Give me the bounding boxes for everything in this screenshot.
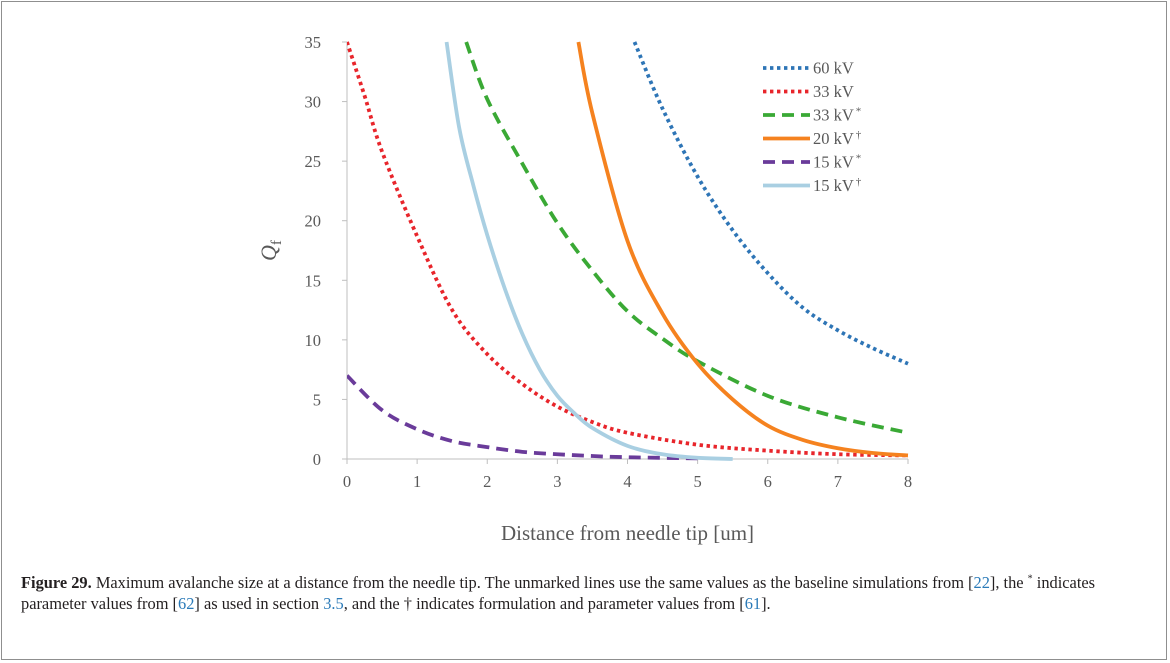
legend-label-mark: † <box>856 176 862 188</box>
x-tick-label: 0 <box>343 472 351 491</box>
caption-label: Figure 29. <box>21 573 92 592</box>
series-line-4 <box>576 41 909 458</box>
legend-label: 33 kV <box>813 82 854 101</box>
y-tick-label: 0 <box>313 450 321 469</box>
legend-label: 15 kV * <box>813 153 861 172</box>
x-tick-label: 7 <box>834 472 842 491</box>
legend-label: 33 kV * <box>813 106 861 125</box>
caption-text: indicates parameter values from [ <box>21 573 1096 613</box>
caption-text: , and the † indicates formulation and pa… <box>343 594 745 613</box>
legend-label-mark: * <box>856 106 862 118</box>
legend-label-text: 33 kV <box>813 106 854 125</box>
legend-label: 15 kV † <box>813 176 862 195</box>
y-tick-label: 20 <box>305 212 322 231</box>
y-axis-title-subscript: f <box>269 240 285 245</box>
caption-text: ] as used in section <box>194 594 324 613</box>
y-tick-label: 5 <box>313 390 321 409</box>
caption-text: ], the <box>989 573 1028 592</box>
legend-label-mark: * <box>856 153 862 165</box>
figure-caption: Figure 29. Maximum avalanche size at a d… <box>21 572 1146 614</box>
y-tick-label: 35 <box>305 33 322 52</box>
y-tick-label: 15 <box>305 271 322 290</box>
series-line-5 <box>347 374 698 461</box>
legend-label-text: 20 kV <box>813 129 854 148</box>
x-tick-label: 4 <box>623 472 631 491</box>
legend-label-text: 60 kV <box>813 59 854 78</box>
section-link[interactable]: 3.5 <box>323 594 344 613</box>
series-lines <box>347 41 909 461</box>
x-tick-label: 3 <box>553 472 561 491</box>
y-axis-title-main: Q <box>256 245 281 261</box>
series-line-2 <box>347 41 909 458</box>
citation-link[interactable]: 61 <box>744 594 762 613</box>
x-tick-label: 8 <box>904 472 912 491</box>
x-axis-title: Distance from needle tip [um] <box>501 521 754 545</box>
legend-label-text: 15 kV <box>813 176 854 195</box>
series-line-6 <box>444 41 733 461</box>
legend-label: 20 kV † <box>813 129 862 148</box>
axes: 0 1 2 3 4 5 6 7 8 0 5 10 15 20 25 30 35 Distance from nee… <box>256 33 912 545</box>
citation-link[interactable]: 22 <box>973 573 990 592</box>
y-tick-label: 30 <box>305 93 322 112</box>
caption-text: Maximum avalanche size at a distance fro… <box>91 573 974 592</box>
caption-text: ]. <box>761 594 771 613</box>
y-tick-label: 10 <box>305 331 322 350</box>
caption-superscript: * <box>1027 573 1033 585</box>
y-tick-label: 25 <box>305 152 322 171</box>
legend-label-text: 15 kV <box>813 153 854 172</box>
legend-label-mark: † <box>856 129 862 141</box>
x-tick-label: 6 <box>764 472 772 491</box>
y-axis-title: Qf <box>256 240 285 261</box>
citation-link[interactable]: 62 <box>178 594 195 613</box>
legend-label-text: 33 kV <box>813 82 854 101</box>
x-tick-label: 5 <box>694 472 702 491</box>
x-tick-label: 1 <box>413 472 421 491</box>
x-tick-label: 2 <box>483 472 491 491</box>
legend-label: 60 kV <box>813 59 854 78</box>
